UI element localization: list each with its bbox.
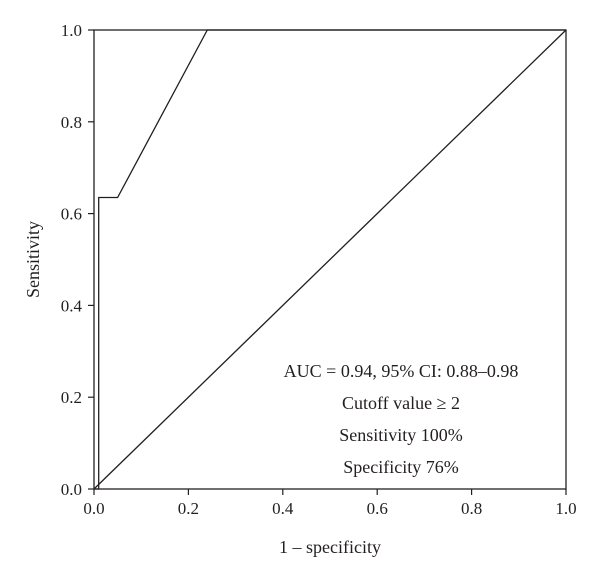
y-axis-ticks: 0.0 0.2 0.4 0.6 0.8 1.0 (61, 21, 94, 499)
x-tick-label: 0.8 (461, 499, 482, 518)
y-tick-label: 0.6 (61, 205, 82, 224)
y-axis-label: Sensitivity (23, 221, 43, 298)
y-tick-label: 0.8 (61, 113, 82, 132)
series-group (93, 29, 567, 490)
x-tick-label: 0.2 (178, 499, 199, 518)
annotation-auc: AUC = 0.94, 95% CI: 0.88–0.98 (284, 361, 519, 381)
annotation-specificity: Specificity 76% (343, 457, 458, 477)
annotation-cutoff: Cutoff value ≥ 2 (342, 393, 460, 413)
reference-diagonal-line (93, 29, 567, 490)
annotation-box: AUC = 0.94, 95% CI: 0.88–0.98 Cutoff val… (284, 361, 519, 477)
x-tick-label: 1.0 (555, 499, 576, 518)
annotation-sensitivity: Sensitivity 100% (339, 425, 463, 445)
y-tick-label: 0.4 (61, 296, 83, 315)
y-tick-label: 0.0 (61, 480, 82, 499)
y-tick-label: 0.2 (61, 388, 82, 407)
x-tick-label: 0.0 (83, 499, 104, 518)
y-tick-label: 1.0 (61, 21, 82, 40)
x-axis-ticks: 0.0 0.2 0.4 0.6 0.8 1.0 (83, 489, 577, 518)
roc-curve-line (94, 29, 566, 490)
x-axis-label: 1 – specificity (279, 537, 381, 557)
x-tick-label: 0.4 (272, 499, 294, 518)
x-tick-label: 0.6 (367, 499, 388, 518)
